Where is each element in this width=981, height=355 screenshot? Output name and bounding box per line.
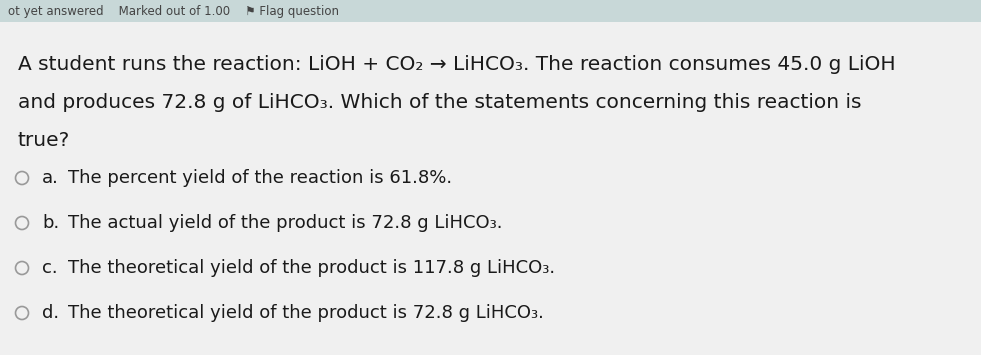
- Text: The actual yield of the product is 72.8 g LiHCO₃.: The actual yield of the product is 72.8 …: [68, 214, 502, 232]
- FancyBboxPatch shape: [0, 0, 981, 22]
- Text: b.: b.: [42, 214, 59, 232]
- Text: true?: true?: [18, 131, 71, 150]
- Text: and produces 72.8 g of LiHCO₃. Which of the statements concerning this reaction : and produces 72.8 g of LiHCO₃. Which of …: [18, 93, 861, 112]
- Text: c.: c.: [42, 259, 58, 277]
- Text: ot yet answered    Marked out of 1.00    ⚑ Flag question: ot yet answered Marked out of 1.00 ⚑ Fla…: [8, 5, 339, 17]
- Text: a.: a.: [42, 169, 59, 187]
- Text: A student runs the reaction: LiOH + CO₂ → LiHCO₃. The reaction consumes 45.0 g L: A student runs the reaction: LiOH + CO₂ …: [18, 55, 896, 74]
- Text: The percent yield of the reaction is 61.8%.: The percent yield of the reaction is 61.…: [68, 169, 452, 187]
- Text: d.: d.: [42, 304, 59, 322]
- Text: The theoretical yield of the product is 117.8 g LiHCO₃.: The theoretical yield of the product is …: [68, 259, 555, 277]
- Text: The theoretical yield of the product is 72.8 g LiHCO₃.: The theoretical yield of the product is …: [68, 304, 543, 322]
